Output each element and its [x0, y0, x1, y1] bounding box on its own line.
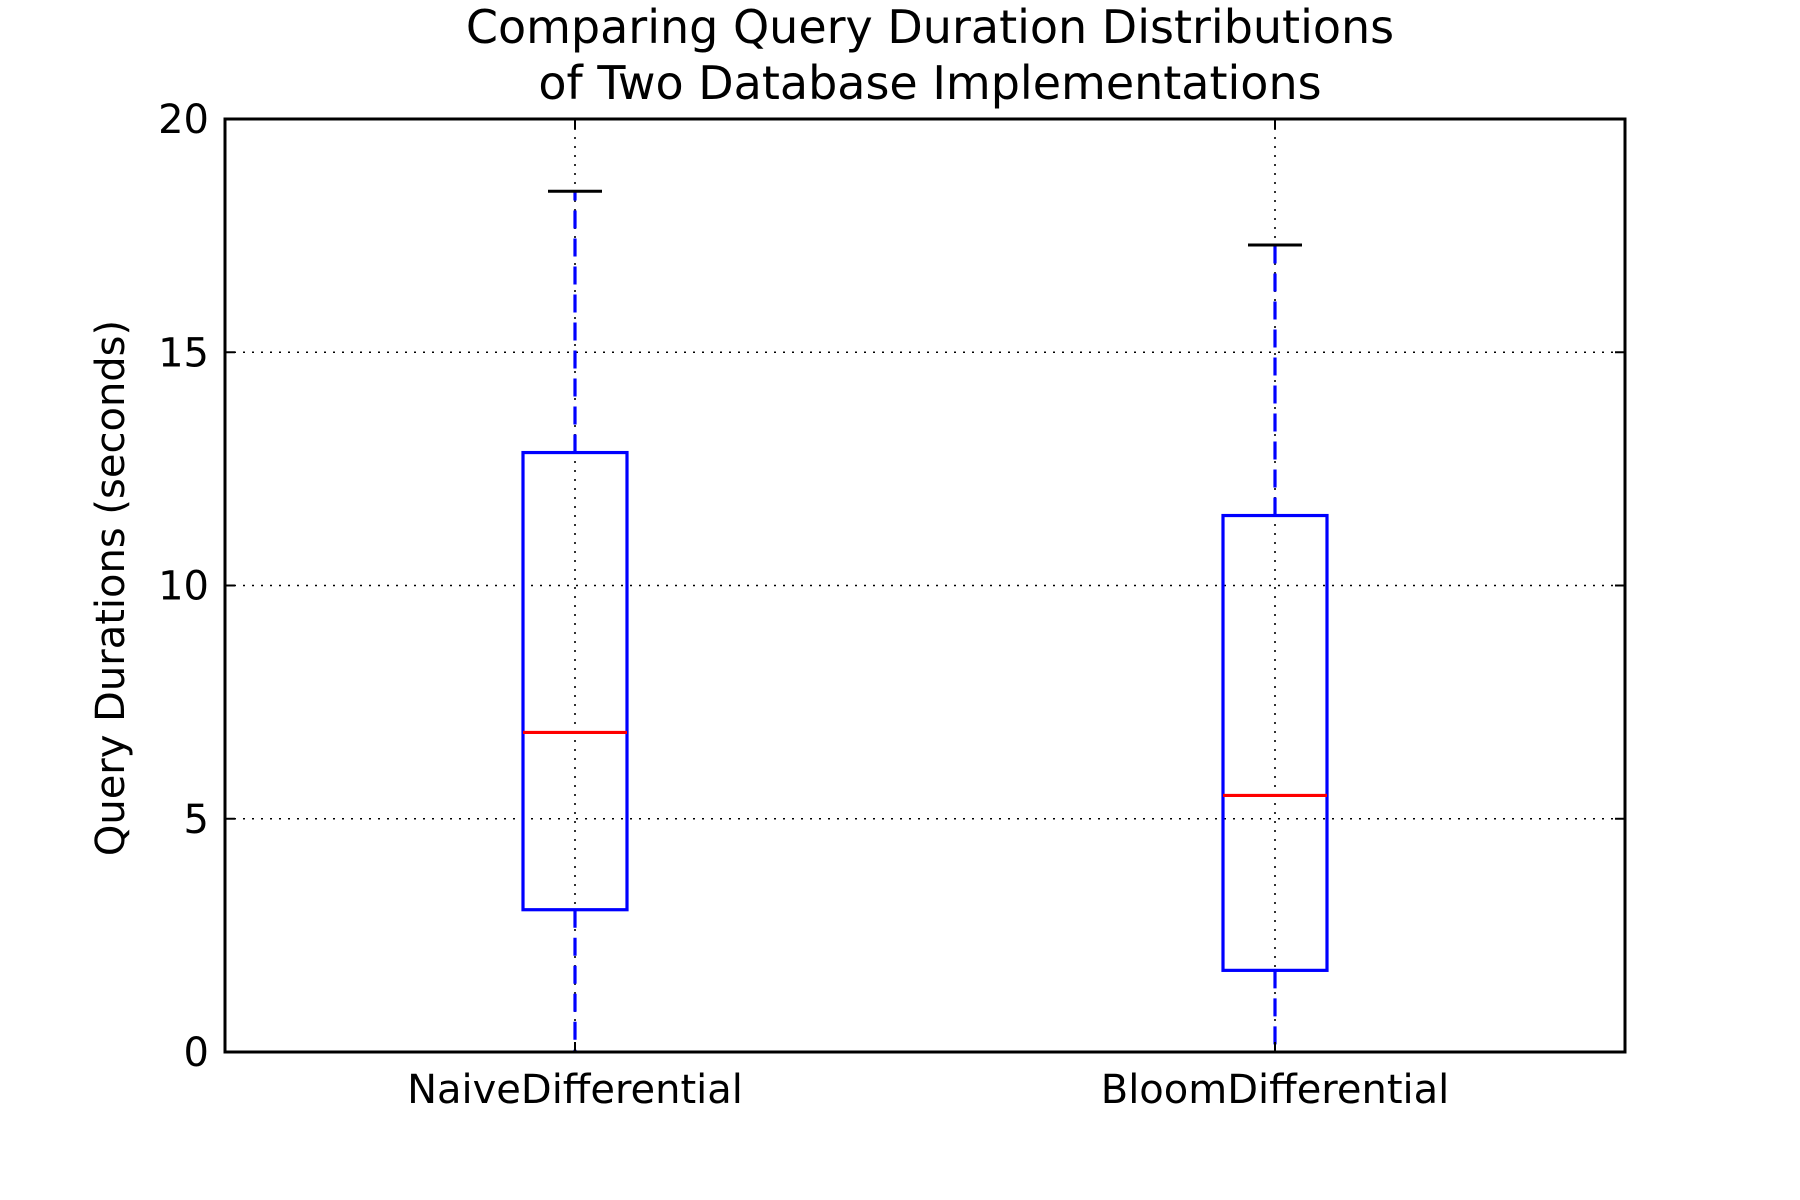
x-tick-label-2: BloomDifferential [1101, 1067, 1450, 1113]
box-iqr-2 [1221, 513, 1329, 972]
chart-title-line-1: Comparing Query Duration Distributions [466, 0, 1394, 54]
y-axis-ticks: 0 5 10 15 20 [158, 97, 1625, 1076]
box-iqr-1 [521, 450, 629, 912]
chart-title: Comparing Query Duration Distributions o… [466, 0, 1394, 110]
box-group-2 [1221, 243, 1329, 1052]
x-tick-label-1: NaiveDifferential [407, 1067, 743, 1113]
y-tick-label-5: 5 [184, 797, 209, 843]
box-group-1 [521, 189, 629, 1052]
chart-title-line-2: of Two Database Implementations [538, 56, 1321, 110]
y-tick-label-10: 10 [158, 564, 209, 610]
x-axis-ticks: NaiveDifferential BloomDifferential [407, 119, 1449, 1113]
y-tick-label-20: 20 [158, 97, 209, 143]
grid-lines [225, 119, 1625, 1052]
y-tick-label-0: 0 [184, 1030, 209, 1076]
y-tick-label-15: 15 [158, 330, 209, 376]
y-axis-label: Query Durations (seconds) [88, 320, 134, 856]
box-series [521, 189, 1329, 1052]
